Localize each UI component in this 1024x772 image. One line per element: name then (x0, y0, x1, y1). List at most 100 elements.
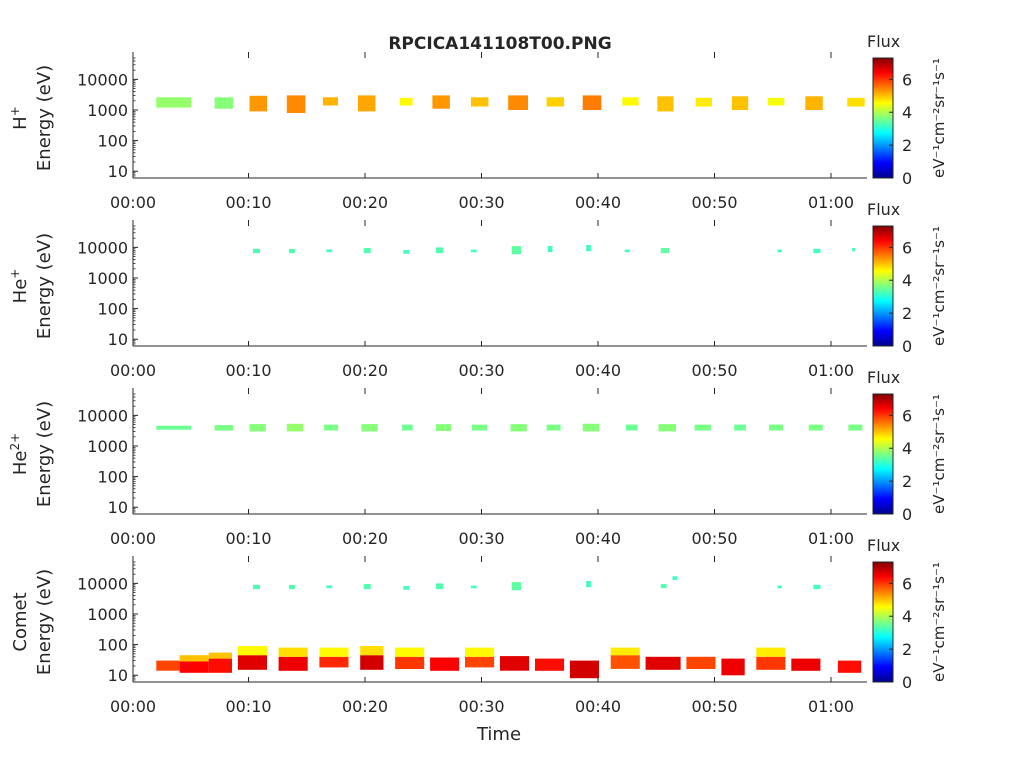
data-cell (253, 248, 260, 254)
data-cell (791, 658, 821, 671)
colorbar-tick-label: 4 (902, 271, 912, 290)
data-cell (610, 647, 640, 656)
y-tick-label: 1000 (87, 437, 128, 456)
data-cell (361, 424, 378, 432)
data-cell (731, 96, 749, 110)
colorbar-tick-label: 0 (902, 337, 912, 356)
data-cell (253, 584, 260, 590)
x-tick-label: 00:30 (458, 193, 504, 212)
x-tick-label: 00:00 (110, 193, 156, 212)
data-cell (465, 656, 495, 668)
data-cell (465, 647, 495, 657)
data-cell (326, 585, 333, 589)
y-tick-label: 10000 (77, 406, 128, 425)
y-tick-label: 10000 (77, 70, 128, 89)
data-cell (278, 647, 308, 657)
y-tick-label: 1000 (87, 605, 128, 624)
data-cell (658, 424, 676, 432)
colorbar-tick-label: 2 (902, 640, 912, 659)
x-tick-label: 00:10 (225, 529, 271, 548)
data-cell (657, 96, 674, 112)
x-tick-label: 00:50 (691, 361, 737, 380)
data-cell (326, 249, 333, 253)
species-label: H+ (8, 106, 31, 130)
y-tick-label: 100 (97, 636, 128, 655)
data-cell (622, 97, 639, 106)
figure-title: RPCICA141108T00.PNG (388, 34, 611, 54)
data-cell (399, 97, 413, 106)
data-cell (237, 655, 267, 670)
colorbar-tick-label: 0 (902, 505, 912, 524)
data-cell (586, 245, 591, 252)
colorbar-tick-label: 2 (902, 304, 912, 323)
y-tick-label: 1000 (87, 269, 128, 288)
data-cell (813, 584, 821, 590)
colorbar-tick-label: 2 (902, 472, 912, 491)
colorbar-tick-label: 0 (902, 673, 912, 692)
colorbar-unit-label: eV⁻¹cm⁻²sr⁻¹s⁻¹ (930, 226, 948, 346)
data-cell (156, 660, 180, 671)
data-cell (208, 658, 232, 673)
y-tick-label: 100 (97, 468, 128, 487)
colorbar-tick-label: 4 (902, 439, 912, 458)
colorbar-unit-label: eV⁻¹cm⁻²sr⁻¹s⁻¹ (930, 562, 948, 682)
data-cell (535, 658, 565, 671)
colorbar-unit-label: eV⁻¹cm⁻²sr⁻¹s⁻¹ (930, 394, 948, 514)
y-tick-label: 100 (97, 300, 128, 319)
data-cell (695, 97, 712, 107)
x-tick-label: 00:10 (225, 697, 271, 716)
x-tick-label: 00:10 (225, 193, 271, 212)
x-tick-label: 01:00 (808, 529, 854, 548)
colorbar-title: Flux (867, 536, 900, 555)
colorbar (872, 57, 894, 179)
data-cell (470, 97, 489, 107)
x-tick-label: 00:40 (575, 697, 621, 716)
x-tick-label: 00:20 (342, 697, 388, 716)
data-cell (777, 585, 782, 589)
data-cell (249, 424, 266, 432)
colorbar-tick-label: 2 (902, 136, 912, 155)
data-cell (805, 96, 823, 110)
data-cell (402, 424, 413, 431)
x-tick-label: 00:00 (110, 361, 156, 380)
x-tick-label: 00:20 (342, 193, 388, 212)
data-cell (156, 425, 192, 430)
colorbar (872, 393, 894, 515)
data-cell (395, 656, 425, 669)
y-tick-label: 10 (108, 162, 128, 181)
data-cell (660, 584, 667, 589)
x-tick-label: 00:10 (225, 361, 271, 380)
data-cell (582, 423, 599, 432)
colorbar-title: Flux (867, 32, 900, 51)
x-axis-label: Time (476, 724, 521, 745)
data-cell (510, 424, 527, 432)
species-label: Comet (10, 592, 31, 651)
x-tick-label: 00:50 (691, 193, 737, 212)
x-tick-label: 00:30 (458, 361, 504, 380)
y-tick-label: 10 (108, 330, 128, 349)
colorbar-tick-label: 6 (902, 574, 912, 593)
x-tick-label: 00:40 (575, 361, 621, 380)
colorbar (872, 561, 894, 683)
data-cell (403, 250, 410, 254)
y-tick-label: 10000 (77, 238, 128, 257)
data-cell (470, 585, 477, 589)
data-cell (289, 584, 295, 590)
data-cell (610, 655, 640, 669)
data-cell (237, 646, 267, 656)
y-tick-label: 1000 (87, 101, 128, 120)
x-tick-label: 01:00 (808, 697, 854, 716)
colorbar-tick-label: 6 (902, 238, 912, 257)
data-cell (472, 424, 488, 431)
x-tick-label: 01:00 (808, 361, 854, 380)
data-cell (813, 248, 821, 254)
colorbar (872, 225, 894, 347)
data-cell (808, 424, 823, 431)
data-cell (500, 656, 530, 671)
data-cell (721, 658, 745, 676)
data-cell (756, 656, 786, 670)
y-tick-label: 10 (108, 498, 128, 517)
data-cell (435, 583, 443, 590)
